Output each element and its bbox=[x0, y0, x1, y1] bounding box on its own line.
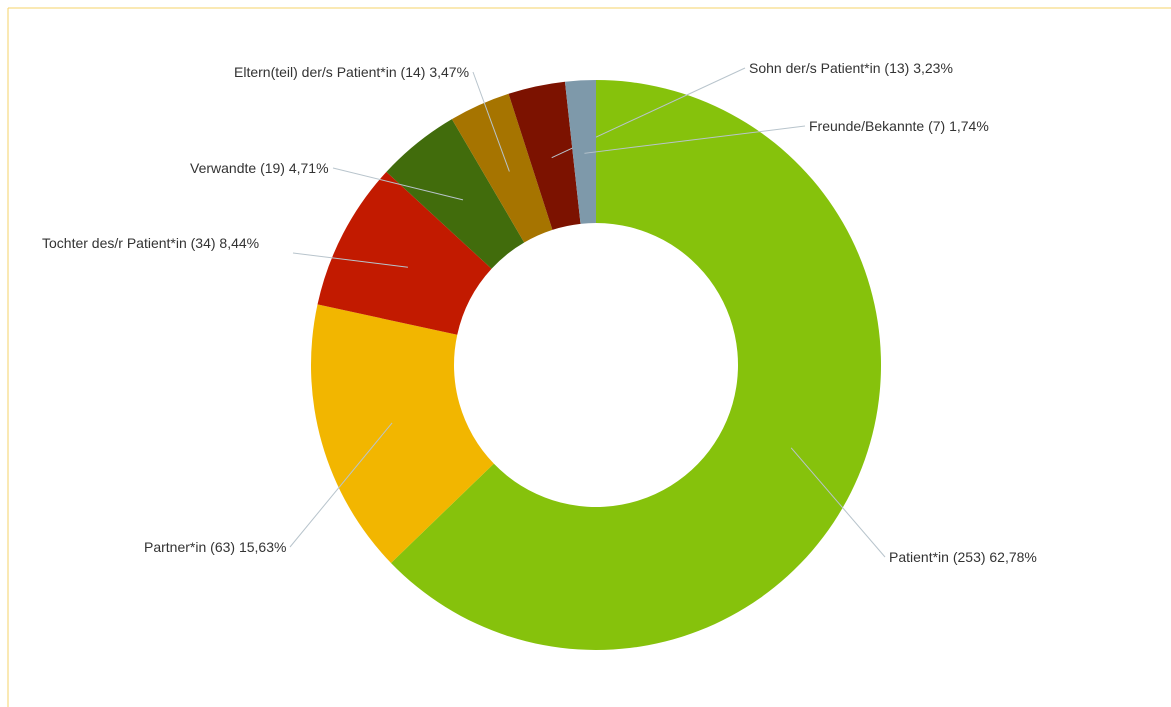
leader-line bbox=[472, 71, 510, 172]
donut-slice bbox=[508, 81, 581, 230]
leader-line bbox=[289, 422, 393, 548]
slice-label: Patient*in (253) 62,78% bbox=[889, 545, 1037, 569]
slice-label: Freunde/Bekannte (7) 1,74% bbox=[809, 114, 989, 138]
category-label: Freunde/Bekannte bbox=[809, 118, 925, 134]
donut-slice bbox=[451, 93, 553, 243]
value-label: (14) 3,47% bbox=[400, 64, 470, 80]
donut-slice bbox=[564, 80, 596, 224]
donut-slice bbox=[390, 80, 881, 650]
slice-label: Eltern(teil) der/s Patient*in (14) 3,47% bbox=[234, 60, 469, 84]
category-label: Eltern(teil) der/s Patient*in bbox=[234, 64, 397, 80]
donut-slice bbox=[311, 304, 494, 563]
value-label: (19) 4,71% bbox=[260, 160, 329, 176]
slice-label: Tochter des/r Patient*in (34) 8,44% bbox=[42, 231, 292, 255]
slice-label: Sohn der/s Patient*in (13) 3,23% bbox=[749, 56, 953, 80]
category-label: Partner*in bbox=[144, 539, 207, 555]
leader-line bbox=[790, 447, 886, 558]
category-label: Tochter des/r Patient*in bbox=[42, 235, 187, 251]
leader-line bbox=[332, 167, 464, 201]
value-label: (253) 62,78% bbox=[952, 549, 1037, 565]
donut-slice bbox=[386, 119, 525, 269]
slice-label: Partner*in (63) 15,63% bbox=[144, 535, 286, 559]
category-label: Patient*in bbox=[889, 549, 949, 565]
value-label: (63) 15,63% bbox=[210, 539, 287, 555]
category-label: Sohn der/s Patient*in bbox=[749, 60, 881, 76]
donut-slice bbox=[317, 171, 492, 335]
leader-line bbox=[292, 252, 408, 268]
value-label: (34) 8,44% bbox=[190, 235, 260, 251]
leader-line bbox=[584, 125, 806, 154]
value-label: (13) 3,23% bbox=[884, 60, 953, 76]
value-label: (7) 1,74% bbox=[928, 118, 989, 134]
slice-label: Verwandte (19) 4,71% bbox=[190, 156, 329, 180]
category-label: Verwandte bbox=[190, 160, 257, 176]
